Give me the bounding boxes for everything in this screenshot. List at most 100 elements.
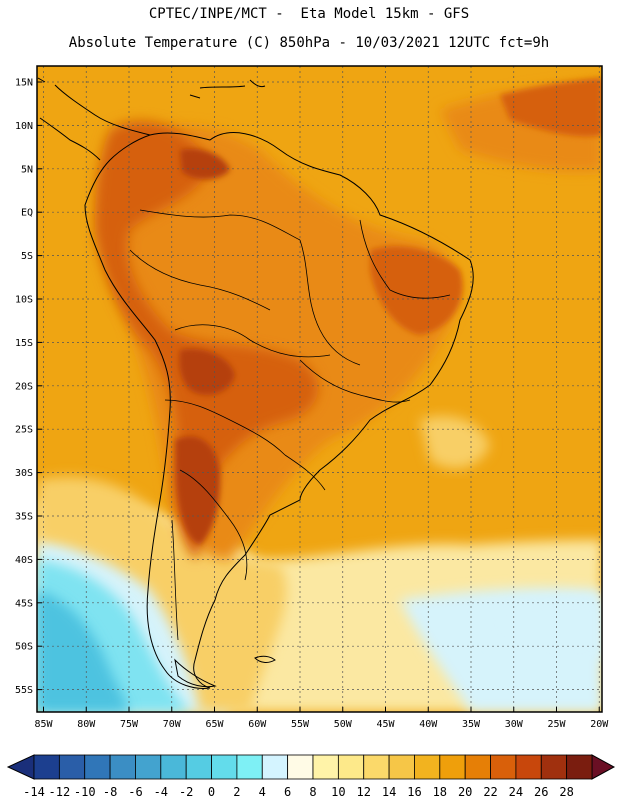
lon-tick-label: 75W	[120, 719, 139, 730]
lat-tick-label: 25S	[15, 425, 33, 436]
lon-tick-label: 60W	[248, 719, 267, 730]
lon-tick-label: 30W	[505, 719, 524, 730]
colorbar-swatch	[58, 754, 86, 780]
lat-tick-label: EQ	[21, 208, 33, 219]
border-segment	[179, 469, 248, 581]
border-segment	[359, 219, 451, 299]
hot-zone-northeast-brazil	[370, 246, 463, 335]
very-hot-zone-argentina	[175, 436, 221, 545]
falkland-islands	[254, 655, 276, 663]
colorbar-swatch	[363, 754, 390, 780]
colorbar-swatch	[261, 754, 289, 780]
colorbar-label: 4	[259, 785, 266, 799]
cold-patch-east	[480, 598, 602, 662]
colorbar-label: 14	[382, 785, 396, 799]
title-line-1: CPTEC/INPE/MCT - Eta Model 15km - GFS	[148, 6, 470, 22]
lat-tick-label: 30S	[15, 468, 33, 479]
colorbar-label: 28	[559, 785, 573, 799]
colorbar-swatch	[135, 754, 162, 780]
lon-tick-label: 50W	[334, 719, 353, 730]
colorbar: -14 -12 -10 -8 -6 -4 -2 0 2 4 6 8 10 12 14 16 18 20 22 24 26…	[6, 754, 616, 799]
colorbar-label: 0	[208, 785, 215, 799]
colorbar-swatch	[464, 754, 491, 780]
lat-tick-label: 35S	[15, 512, 33, 523]
plot-frame	[36, 65, 603, 713]
colorbar-label: 24	[509, 785, 523, 799]
lat-tick-label: 5S	[21, 251, 33, 262]
colorbar-label: 2	[233, 785, 240, 799]
lat-tick-label: 40S	[15, 555, 33, 566]
colorbar-swatch	[515, 754, 542, 780]
colorbar-low-arrow	[6, 754, 35, 780]
lat-tick-label: 10S	[15, 295, 33, 306]
colorbar-high-arrow	[591, 754, 616, 780]
lon-tick-label: 85W	[34, 719, 53, 730]
border-segment	[164, 399, 286, 456]
colorbar-swatch	[439, 754, 466, 780]
border-segment	[171, 519, 179, 641]
coldest-zone-south	[37, 590, 130, 712]
colorbar-swatch	[211, 754, 238, 780]
lon-tick-label: 20W	[590, 719, 609, 730]
colorbar-label: -2	[179, 785, 193, 799]
colorbar-swatch	[33, 754, 60, 780]
lon-tick-label: 55W	[291, 719, 310, 730]
longitude-axis: 85W 80W 75W 70W 65W 60W 55W 50W 45W 40W 35W 30W 25W 2…	[34, 707, 609, 730]
caribbean-islands	[189, 79, 266, 99]
cold-zone-south	[37, 536, 602, 712]
cool-zone-mid	[37, 476, 287, 712]
very-hot-zone-bolivia	[179, 348, 235, 395]
colorbar-label: -6	[128, 785, 142, 799]
latitude-axis: 15N 10N 5N EQ 5S 10S 15S 20S 25S 30S 35S 40S 45S 50S 5…	[15, 78, 42, 696]
hot-zone-northeast-ocean	[500, 78, 602, 137]
colorbar-label: -14	[23, 785, 45, 799]
lat-tick-label: 15N	[15, 78, 33, 89]
country-borders	[129, 209, 451, 641]
lat-tick-label: 10N	[15, 121, 33, 132]
lon-tick-label: 40W	[419, 719, 438, 730]
colorbar-swatch	[312, 754, 339, 780]
colorbar-label: 22	[483, 785, 497, 799]
colorbar-label: -12	[49, 785, 71, 799]
colorbar-swatch	[388, 754, 415, 780]
lat-tick-label: 20S	[15, 381, 33, 392]
colorbar-swatch	[287, 754, 314, 780]
central-america-pacific-coast	[39, 117, 101, 161]
border-segment	[284, 454, 326, 491]
colorbar-swatch	[160, 754, 187, 780]
border-segment	[139, 209, 301, 241]
lon-tick-label: 25W	[547, 719, 566, 730]
colorbar-swatch	[185, 754, 212, 780]
lon-tick-label: 80W	[77, 719, 96, 730]
temperature-field	[37, 66, 602, 712]
lon-tick-label: 45W	[376, 719, 395, 730]
lon-tick-label: 70W	[163, 719, 182, 730]
lat-tick-label: 55S	[15, 685, 33, 696]
south-america-coastline	[84, 132, 474, 689]
very-hot-zone-venezuela	[180, 148, 230, 180]
colorbar-label: 6	[284, 785, 291, 799]
colorbar-swatch	[337, 754, 365, 780]
colorbar-label: -10	[74, 785, 96, 799]
colorbar-swatch	[109, 754, 136, 780]
colorbar-swatch	[490, 754, 517, 780]
colorbar-label: 18	[433, 785, 447, 799]
colorbar-label: 16	[407, 785, 421, 799]
lon-tick-label: 35W	[462, 719, 481, 730]
lat-tick-label: 50S	[15, 642, 33, 653]
colorbar-swatch	[236, 754, 263, 780]
lat-tick-label: 45S	[15, 598, 33, 609]
central-america-coastline	[37, 77, 151, 136]
colorbar-swatch	[566, 754, 593, 780]
colorbar-swatch	[414, 754, 441, 780]
coastlines	[37, 77, 474, 689]
tierra-del-fuego	[174, 658, 217, 688]
lat-tick-label: 5N	[21, 164, 33, 175]
border-segment	[299, 239, 361, 366]
colorbar-label: 10	[331, 785, 345, 799]
colorbar-label: 12	[357, 785, 371, 799]
border-segment	[174, 324, 331, 358]
colorbar-swatch	[84, 754, 111, 780]
lon-tick-label: 65W	[205, 719, 224, 730]
